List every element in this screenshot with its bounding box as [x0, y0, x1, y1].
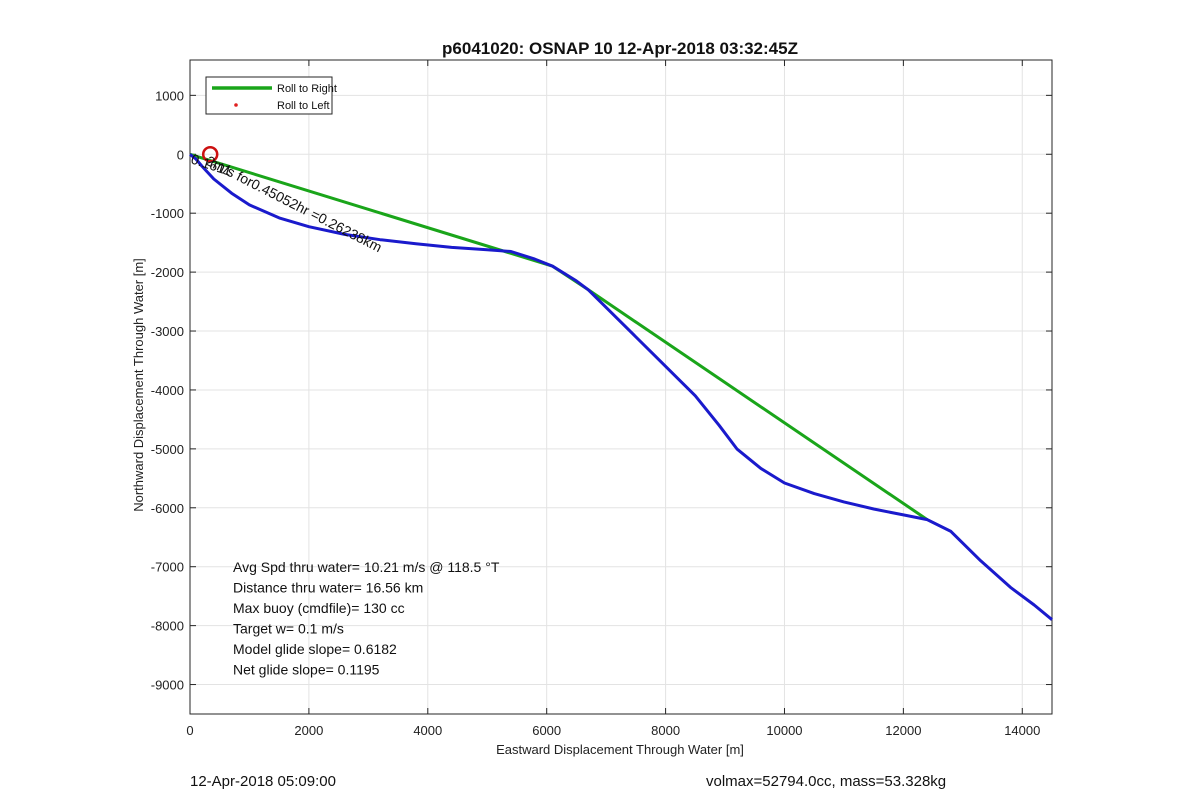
x-axis-label: Eastward Displacement Through Water [m]	[496, 742, 744, 757]
stats-line: Max buoy (cmdfile)= 130 cc	[233, 600, 405, 616]
x-tick-label: 10000	[766, 723, 802, 738]
x-tick-label: 4000	[413, 723, 442, 738]
legend: Roll to Right Roll to Left	[205, 76, 337, 115]
stats-line: Model glide slope= 0.6182	[233, 641, 397, 657]
footer-mass: volmax=52794.0cc, mass=53.328kg	[706, 773, 947, 790]
plot-area	[189, 59, 1053, 715]
y-axis-label: Northward Displacement Through Water [m]	[131, 258, 146, 512]
y-tick-label: -8000	[151, 619, 184, 634]
x-tick-label: 12000	[885, 723, 921, 738]
stats-line: Net glide slope= 0.1195	[233, 662, 380, 678]
y-tick-label: -5000	[151, 442, 184, 457]
y-tick-label: -1000	[151, 206, 184, 221]
y-tick-label: -3000	[151, 324, 184, 339]
y-tick-label: -7000	[151, 560, 184, 575]
legend-label: Roll to Left	[277, 100, 330, 112]
x-tick-label: 8000	[651, 723, 680, 738]
y-tick-label: -2000	[151, 265, 184, 280]
y-tick-label: 0	[177, 147, 184, 162]
x-tick-label: 14000	[1004, 723, 1040, 738]
y-tick-label: -9000	[151, 678, 184, 693]
stats-line: Target w= 0.1 m/s	[233, 621, 344, 637]
legend-label: Roll to Right	[277, 83, 337, 95]
x-tick-label: 6000	[532, 723, 561, 738]
y-tick-label: 1000	[155, 88, 184, 103]
start-marker	[201, 146, 219, 163]
stats-line: Avg Spd thru water= 10.21 m/s @ 118.5 °T	[233, 559, 500, 575]
y-tick-label: -6000	[151, 501, 184, 516]
x-tick-label: 2000	[294, 723, 323, 738]
stats-line: Distance thru water= 16.56 km	[233, 580, 423, 596]
series-layer	[189, 146, 1053, 621]
overlap-annotation: 2m/s for0.45052hr =0.26238km	[204, 152, 385, 255]
chart-title: p6041020: OSNAP 10 12-Apr-2018 03:32:45Z	[442, 39, 798, 58]
legend-box	[205, 76, 333, 115]
footer-date: 12-Apr-2018 05:09:00	[190, 773, 336, 790]
tick-labels: 0 2000 4000 6000 8000 10000 12000 1400010000-10…	[151, 60, 1052, 738]
legend-swatch-dot	[234, 103, 238, 107]
y-tick-label: -4000	[151, 383, 184, 398]
x-tick-label: 0	[186, 723, 193, 738]
grid-lines	[189, 60, 1052, 714]
series-line-1	[189, 153, 1053, 621]
